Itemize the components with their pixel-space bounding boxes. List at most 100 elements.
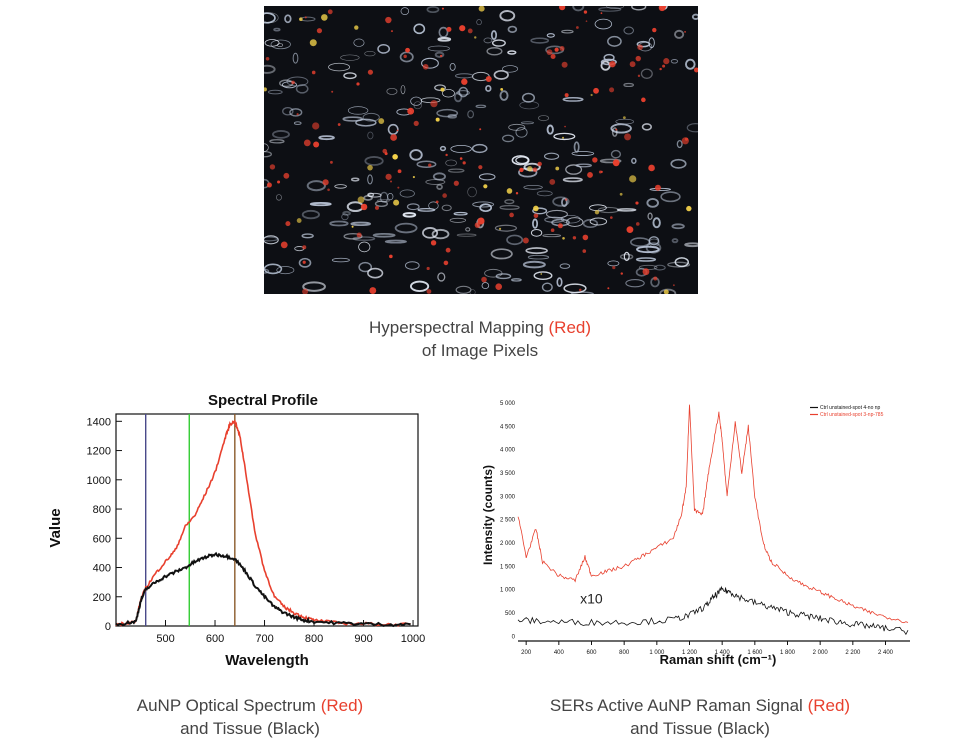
mapped-pixel — [693, 67, 698, 73]
y-tick-label: 1200 — [87, 446, 111, 458]
tissue-fiber — [499, 10, 516, 22]
tissue-fiber — [431, 228, 450, 240]
mapped-pixel — [594, 209, 600, 215]
mapped-pixel — [593, 87, 599, 94]
mapped-pixel — [575, 26, 579, 29]
mapped-pixel — [478, 165, 483, 170]
tissue-fiber — [352, 236, 376, 241]
y-tick-label: 4 000 — [500, 448, 516, 454]
mapped-pixel — [327, 188, 330, 192]
mapped-pixel — [426, 289, 432, 294]
tissue-fiber — [674, 257, 690, 268]
tissue-fiber — [328, 62, 350, 72]
mapped-pixel — [283, 172, 290, 179]
mapped-pixel — [506, 188, 513, 194]
tissue-fiber — [387, 123, 399, 135]
tissue-fiber — [476, 19, 482, 26]
tissue-fiber — [641, 123, 652, 131]
tissue-fiber — [264, 151, 272, 158]
mapped-pixel — [550, 228, 555, 233]
mapped-pixel — [354, 25, 359, 30]
tissue-fiber — [686, 123, 698, 133]
mapped-pixel — [540, 273, 543, 275]
tissue-fiber — [616, 208, 637, 212]
mapped-pixel — [562, 136, 565, 139]
mapped-pixel — [582, 234, 589, 241]
tissue-fiber — [420, 97, 441, 104]
tissue-fiber — [519, 101, 540, 110]
x-tick-label: 2 000 — [813, 650, 829, 656]
tissue-fiber — [409, 149, 423, 161]
tissue-fiber — [455, 285, 472, 294]
x-axis-label: Raman shift (cm⁻¹) — [660, 652, 777, 667]
mapped-pixel — [357, 196, 365, 204]
tissue-fiber — [645, 242, 662, 254]
mapped-pixel — [572, 236, 577, 240]
x-tick-label: 400 — [554, 650, 565, 656]
tissue-fiber — [630, 237, 651, 247]
mapped-pixel — [422, 63, 429, 70]
y-tick-label: 3 500 — [500, 471, 516, 477]
mapped-pixel — [426, 266, 430, 271]
hyperspectral-micrograph — [264, 6, 698, 294]
mapped-pixel — [629, 175, 637, 183]
mapped-pixel — [435, 117, 440, 122]
mapped-pixel — [291, 80, 295, 85]
tissue-fiber — [358, 241, 371, 253]
legend-entry: Ctrl unstained-spot 3-np-785 — [820, 412, 884, 418]
tissue-fiber — [636, 245, 660, 254]
tissue-fiber — [522, 260, 546, 269]
tissue-fiber — [362, 112, 380, 122]
tissue-fiber — [659, 288, 677, 294]
tissue-fiber — [552, 196, 570, 207]
tissue-fiber — [600, 58, 617, 66]
x-tick-label: 1 000 — [649, 650, 665, 656]
mapped-pixel — [532, 167, 538, 172]
mapped-pixel — [485, 75, 492, 82]
mapped-pixel — [312, 122, 320, 130]
tissue-fiber — [495, 273, 512, 280]
mapped-pixel — [316, 28, 323, 34]
tissue-fiber — [358, 261, 373, 273]
mapped-pixel — [500, 87, 504, 91]
mapped-pixel — [635, 201, 639, 205]
mapped-pixel — [564, 93, 569, 98]
mapped-pixel — [663, 58, 670, 65]
tissue-fiber — [439, 145, 447, 152]
mapped-pixel — [313, 141, 320, 148]
y-tick-label: 1400 — [87, 416, 111, 428]
tissue-fiber — [445, 159, 457, 167]
mapped-pixel — [582, 249, 587, 253]
mapped-pixel — [607, 287, 610, 290]
mapped-pixel — [445, 247, 451, 253]
tissue-fiber — [447, 168, 465, 173]
tissue-fiber — [264, 12, 276, 24]
tissue-fiber — [434, 51, 445, 58]
tissue-fiber — [647, 212, 653, 220]
tissue-fiber — [427, 45, 450, 52]
left-caption-line2: and Tissue (Black) — [180, 719, 320, 738]
mapped-pixel — [598, 170, 602, 174]
x-tick-label: 600 — [206, 633, 224, 645]
tissue-fiber — [475, 104, 487, 109]
tissue-fiber — [623, 26, 634, 35]
tissue-fiber — [413, 23, 426, 35]
tissue-fiber — [685, 58, 696, 70]
x-tick-label: 800 — [305, 633, 323, 645]
tissue-fiber — [282, 106, 294, 116]
tissue-fiber — [458, 86, 469, 98]
plot-area: 500 600 700 800 900 1000 0 200 400 600 800 1000 1200… — [87, 413, 425, 645]
mapped-pixel — [467, 28, 473, 34]
tissue-fiber — [434, 84, 446, 92]
tissue-fiber — [511, 278, 522, 282]
tissue-fiber — [372, 232, 396, 238]
y-tick-label: 2 000 — [500, 541, 516, 547]
mapped-pixel — [620, 272, 623, 275]
tissue-fiber — [298, 257, 312, 268]
right-caption: SERs Active AuNP Raman Signal (Red) and … — [500, 694, 900, 740]
mapped-pixel — [351, 225, 354, 228]
mapped-pixel — [453, 180, 459, 186]
tissue-fiber — [597, 206, 620, 214]
tissue-fiber — [479, 203, 493, 213]
tissue-fiber — [417, 208, 436, 212]
